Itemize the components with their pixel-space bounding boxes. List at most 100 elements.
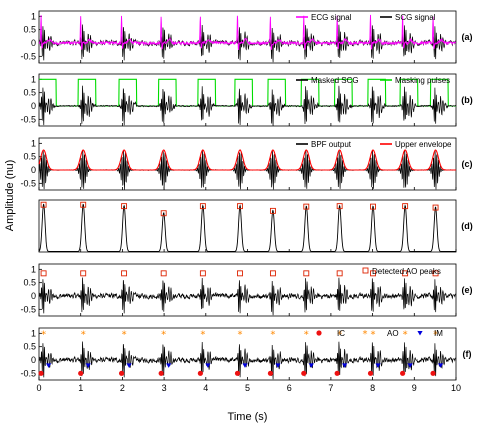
ytick-label: -0.5 (20, 114, 36, 124)
scg-line (38, 277, 457, 316)
peak-marker (370, 203, 376, 210)
panel-label: (b) (461, 95, 473, 105)
im-marker (375, 363, 381, 368)
ao-marker: * (237, 330, 242, 341)
ytick-label: 1 (31, 74, 36, 84)
legend-swatch (417, 331, 423, 336)
xtick-label: 0 (36, 383, 41, 393)
ytick-label: 0.5 (23, 342, 36, 352)
ao-peak-marker (237, 270, 243, 277)
peak-signal-line (38, 203, 456, 252)
ic-marker (118, 370, 125, 376)
panel-5: 1 0.5 0 -0.5 (e) Detected AO peaks (20, 263, 473, 317)
im-marker (126, 363, 132, 368)
panel-4: (d) (38, 199, 473, 253)
legend-label: AO (387, 329, 399, 338)
legend-label: BPF output (311, 140, 352, 149)
panel-label: (f) (463, 349, 472, 359)
ytick-label: 0.5 (23, 278, 36, 288)
ao-peak-marker (40, 270, 47, 277)
legend-label: Masking pulses (395, 76, 450, 85)
im-marker (437, 363, 444, 368)
ytick-label: -0.5 (20, 51, 36, 61)
ic-marker (234, 370, 241, 376)
ao-marker: * (337, 330, 342, 341)
ic-marker (38, 370, 44, 376)
xtick-label: 4 (203, 383, 208, 393)
ao-marker: * (81, 330, 86, 341)
xtick-label: 7 (328, 383, 333, 393)
ecg-line (38, 14, 456, 51)
masked-scg-line (38, 85, 457, 127)
ytick-label: 0.5 (23, 88, 36, 98)
im-marker (205, 363, 211, 368)
ytick-label: 0.5 (23, 25, 36, 35)
legend-swatch (362, 267, 369, 274)
panel-frame (38, 199, 457, 253)
ytick-label: -0.5 (20, 304, 36, 314)
y-axis-label: Amplitude (nu) (4, 160, 16, 232)
xtick-label: 9 (412, 383, 417, 393)
ao-peak-marker (336, 270, 343, 277)
ao-marker: * (433, 330, 438, 341)
panel-2: 1 0.5 0 -0.5 (b) Masked SCG Masking pulses (20, 73, 473, 127)
peak-marker (303, 203, 310, 210)
ao-peak-marker (269, 270, 276, 277)
panel-frame (38, 137, 457, 191)
ic-marker (334, 370, 340, 376)
ytick-label: 0.5 (23, 152, 36, 162)
ytick-label: 1 (31, 328, 36, 338)
ao-peak-marker (121, 270, 128, 277)
im-marker (242, 363, 248, 368)
ic-marker (267, 370, 274, 376)
legend-label: SCG signal (395, 13, 436, 22)
ao-marker: * (371, 330, 376, 341)
panel-label: (e) (462, 285, 473, 295)
peak-marker (237, 203, 243, 210)
peak-marker (336, 203, 343, 210)
ytick-label: 0 (31, 165, 36, 175)
ao-marker: * (200, 330, 205, 341)
im-marker (275, 363, 281, 368)
x-axis-label: Time (s) (228, 411, 268, 423)
xtick-label: 2 (120, 383, 125, 393)
panel-6: 10.50-0.5* * * * * * * * * * * *(f)IC * AO IM (20, 327, 472, 381)
scg-line (38, 341, 457, 380)
im-marker (166, 363, 172, 368)
peak-marker (121, 203, 128, 210)
im-marker (85, 363, 91, 368)
ic-marker (301, 370, 307, 376)
xtick-label: 1 (78, 383, 83, 393)
ic-marker (197, 370, 203, 376)
ytick-label: -0.5 (20, 368, 36, 378)
im-marker (407, 363, 413, 368)
ao-peak-marker (160, 270, 167, 277)
legend-label: IM (434, 329, 443, 338)
legend-label: ECG signal (311, 13, 352, 22)
ytick-label: 1 (31, 264, 36, 274)
panel-label: (d) (461, 221, 473, 231)
panel-label: (c) (462, 159, 473, 169)
ytick-label: 0 (31, 355, 36, 365)
ao-peak-marker (432, 270, 439, 277)
xtick-label: 10 (451, 383, 461, 393)
envelope-line (38, 149, 456, 171)
peak-marker (160, 210, 167, 217)
ao-marker: * (161, 330, 166, 341)
xtick-label: 3 (162, 383, 167, 393)
ic-marker (78, 370, 84, 376)
peak-marker (432, 204, 439, 211)
panel-label: (a) (462, 32, 473, 42)
legend-label: Masked SCG (311, 76, 359, 85)
ic-marker (400, 370, 406, 376)
xtick-label: 6 (287, 383, 292, 393)
panel-1: 1 0.5 0 -0.5 (a) ECG signal SCG signal (20, 10, 473, 64)
im-marker (342, 363, 348, 368)
ao-peak-marker (199, 270, 206, 277)
scg-line (38, 24, 457, 63)
legend-swatch (316, 330, 322, 336)
ytick-label: 0 (31, 38, 36, 48)
ytick-label: 0 (31, 291, 36, 301)
ao-marker: * (270, 330, 275, 341)
